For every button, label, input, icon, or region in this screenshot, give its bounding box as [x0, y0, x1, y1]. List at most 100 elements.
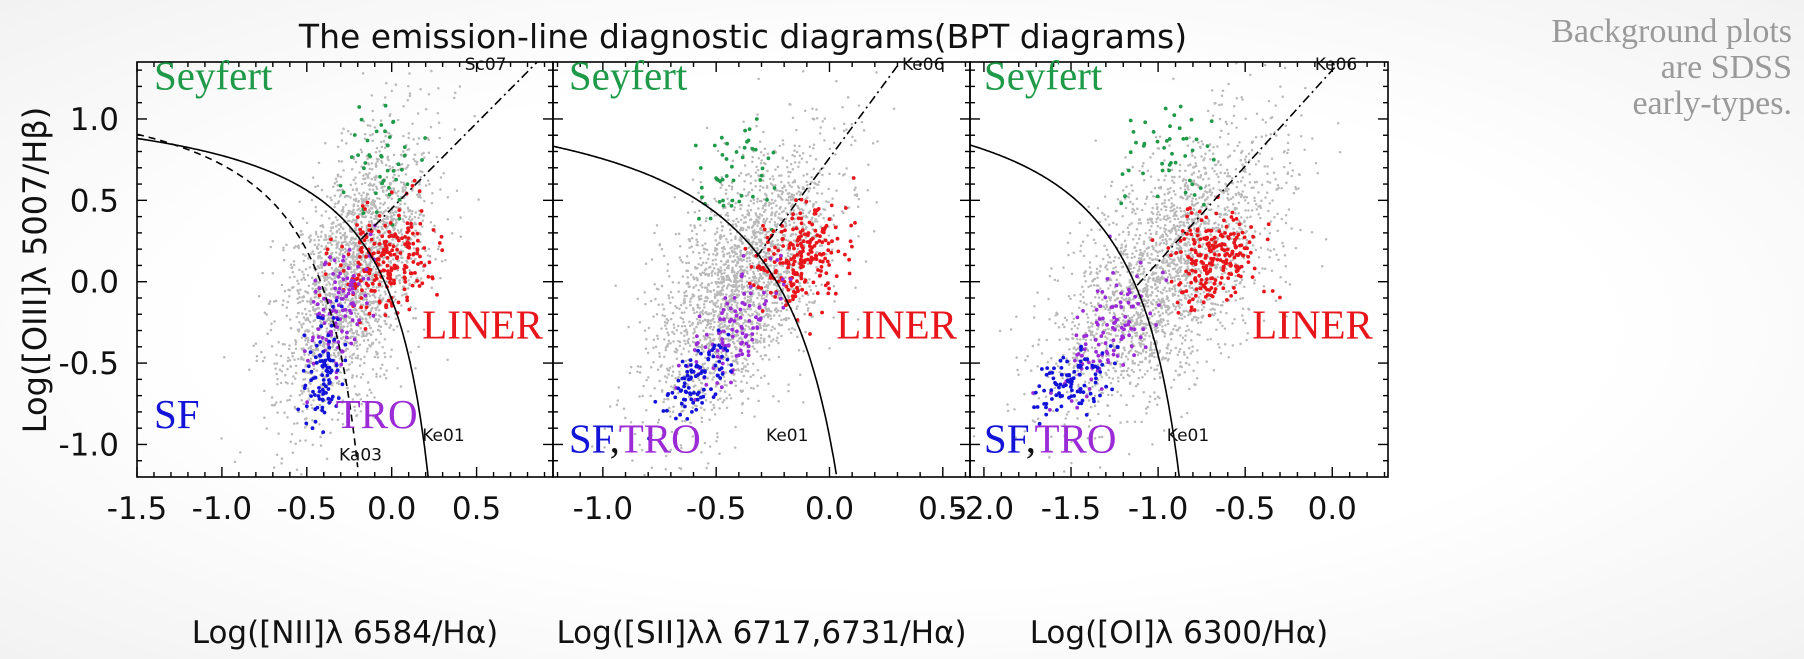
point	[760, 159, 763, 162]
point	[739, 193, 744, 198]
point	[403, 242, 407, 247]
point	[733, 270, 736, 274]
point	[697, 297, 701, 301]
point	[310, 338, 315, 343]
point	[275, 353, 278, 357]
point	[756, 368, 760, 372]
point	[745, 270, 749, 273]
point	[338, 247, 341, 251]
point	[746, 295, 750, 299]
point	[408, 268, 411, 272]
point	[378, 174, 382, 179]
point	[352, 253, 355, 256]
point	[397, 168, 400, 172]
point	[418, 221, 423, 226]
point	[368, 232, 373, 237]
point	[399, 153, 403, 157]
point	[372, 300, 376, 303]
point	[712, 406, 716, 410]
point	[304, 339, 307, 342]
point	[376, 197, 379, 200]
point	[804, 236, 808, 239]
point	[308, 381, 311, 384]
point	[255, 355, 259, 358]
point	[817, 214, 821, 218]
point	[617, 386, 621, 389]
point	[775, 264, 778, 267]
point	[692, 286, 696, 289]
point	[751, 155, 754, 159]
point	[379, 154, 384, 159]
point	[392, 226, 395, 229]
point	[409, 275, 413, 279]
point	[309, 298, 313, 302]
point	[308, 266, 312, 269]
point	[710, 274, 714, 277]
point	[664, 454, 668, 458]
point	[389, 210, 392, 214]
point	[653, 282, 656, 286]
point	[414, 229, 417, 232]
point	[716, 305, 720, 308]
point	[365, 138, 370, 143]
point	[365, 298, 369, 301]
point	[411, 252, 416, 256]
point	[751, 241, 754, 244]
point	[734, 425, 737, 429]
point	[313, 243, 317, 247]
point	[411, 189, 414, 192]
point	[343, 358, 348, 363]
point	[693, 330, 697, 333]
point	[389, 285, 393, 288]
point	[365, 301, 369, 306]
point	[384, 377, 388, 380]
point	[389, 266, 394, 271]
point	[358, 393, 361, 396]
point	[275, 453, 279, 456]
point	[305, 370, 308, 374]
point	[729, 279, 733, 283]
point	[369, 203, 373, 206]
point	[336, 245, 339, 248]
point	[412, 316, 415, 320]
point	[723, 271, 726, 275]
point	[260, 350, 263, 354]
point	[411, 210, 414, 213]
point	[379, 123, 384, 127]
point	[743, 164, 747, 167]
point	[361, 276, 366, 281]
point	[759, 354, 763, 358]
point	[762, 324, 766, 328]
point	[392, 252, 397, 257]
point	[756, 224, 759, 227]
point	[427, 93, 431, 96]
point	[718, 334, 722, 338]
point	[785, 308, 789, 312]
point	[808, 145, 812, 148]
point	[355, 223, 359, 227]
point	[355, 215, 360, 220]
point	[618, 429, 622, 432]
point	[709, 290, 713, 293]
point	[407, 132, 411, 135]
point	[718, 452, 721, 456]
point	[417, 195, 420, 199]
point	[319, 235, 323, 238]
point	[384, 81, 388, 85]
point	[658, 379, 661, 383]
x-tick-label: -1.0	[192, 491, 253, 527]
point	[382, 232, 385, 235]
point	[332, 258, 337, 263]
point	[660, 327, 663, 330]
point	[397, 216, 402, 221]
point	[809, 154, 812, 158]
point	[717, 324, 720, 328]
point	[732, 379, 736, 382]
point	[703, 408, 706, 412]
point	[345, 257, 348, 261]
point	[729, 295, 733, 298]
point	[780, 189, 783, 193]
point	[740, 370, 743, 374]
point	[644, 262, 648, 266]
point	[734, 150, 739, 154]
